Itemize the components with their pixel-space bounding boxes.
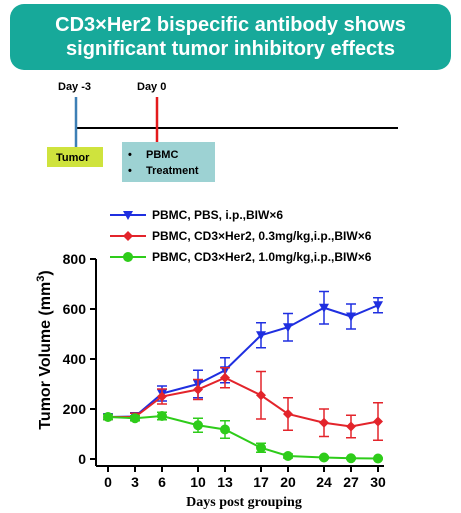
y-axis-label: Tumor Volume (mm3)	[35, 270, 54, 429]
data-point	[283, 409, 293, 419]
data-point	[157, 411, 167, 421]
data-point	[346, 453, 356, 464]
x-tick-label: 27	[343, 474, 359, 490]
legend-label: PBMC, CD3×Her2, 1.0mg/kg,i.p.,BIW×6	[152, 250, 372, 264]
treatment-timeline: Day -3 Day 0 Tumor • PBMC • Treatment	[47, 81, 398, 182]
x-tick-label: 6	[158, 474, 166, 490]
x-axis-label: Days post grouping	[186, 495, 302, 510]
series-2	[103, 367, 383, 441]
legend-marker	[123, 231, 133, 241]
day-minus3-label: Day -3	[58, 81, 91, 93]
data-point	[346, 312, 356, 322]
data-point	[220, 424, 230, 435]
x-tick-label: 17	[253, 474, 269, 490]
treatment-bullet: •	[128, 165, 132, 177]
data-point	[346, 421, 356, 432]
x-tick-label: 3	[131, 474, 139, 490]
series-1	[103, 290, 383, 422]
chart-axes: 0 200 400 600 800 0 3 6 10 13 17 20 24 27 30	[63, 251, 386, 490]
series-line	[107, 304, 379, 418]
data-point	[319, 303, 329, 313]
data-point	[373, 416, 383, 427]
data-point	[283, 451, 293, 461]
x-tick-label: 0	[104, 474, 112, 490]
data-point	[193, 420, 203, 431]
series-3	[103, 411, 383, 464]
title-banner: CD3×Her2 bispecific antibody shows signi…	[10, 4, 451, 70]
title-line-2: significant tumor inhibitory effects	[66, 38, 395, 60]
pbmc-item: PBMC	[146, 149, 178, 161]
chart-plot-area	[103, 290, 383, 464]
data-point	[220, 372, 230, 383]
data-point	[373, 453, 383, 464]
data-point	[256, 442, 266, 453]
data-point	[319, 452, 329, 463]
data-point	[283, 323, 293, 333]
legend-marker	[123, 252, 133, 262]
treatment-item: Treatment	[146, 165, 199, 177]
y-tick-label: 800	[63, 251, 87, 267]
pbmc-bullet: •	[128, 149, 132, 161]
data-point	[157, 391, 167, 402]
x-tick-label: 10	[190, 474, 206, 490]
y-tick-label: 600	[63, 301, 87, 317]
title-line-1: CD3×Her2 bispecific antibody shows	[55, 14, 406, 36]
x-tick-label: 13	[217, 474, 233, 490]
y-tick-label: 400	[63, 351, 87, 367]
y-tick-label: 200	[63, 401, 87, 417]
legend-label: PBMC, PBS, i.p.,BIW×6	[152, 208, 283, 222]
data-point	[103, 412, 113, 422]
data-point	[256, 331, 266, 341]
chart-legend: PBMC, PBS, i.p.,BIW×6 PBMC, CD3×Her2, 0.3…	[110, 208, 372, 264]
x-tick-label: 24	[316, 474, 332, 490]
pbmc-treatment-box	[122, 142, 215, 182]
data-point	[193, 384, 203, 395]
x-tick-label: 20	[280, 474, 296, 490]
data-point	[256, 390, 266, 401]
tumor-label: Tumor	[56, 152, 90, 164]
data-point	[319, 417, 329, 428]
series-line	[108, 376, 379, 428]
data-point	[373, 301, 383, 311]
day0-label: Day 0	[137, 81, 166, 93]
legend-marker	[123, 211, 133, 220]
legend-label: PBMC, CD3×Her2, 0.3mg/kg,i.p.,BIW×6	[152, 229, 372, 243]
x-tick-label: 30	[370, 474, 386, 490]
series-line	[107, 414, 379, 460]
y-tick-label: 0	[78, 451, 86, 467]
data-point	[130, 413, 140, 424]
tumor-inoculation-box	[47, 147, 103, 167]
